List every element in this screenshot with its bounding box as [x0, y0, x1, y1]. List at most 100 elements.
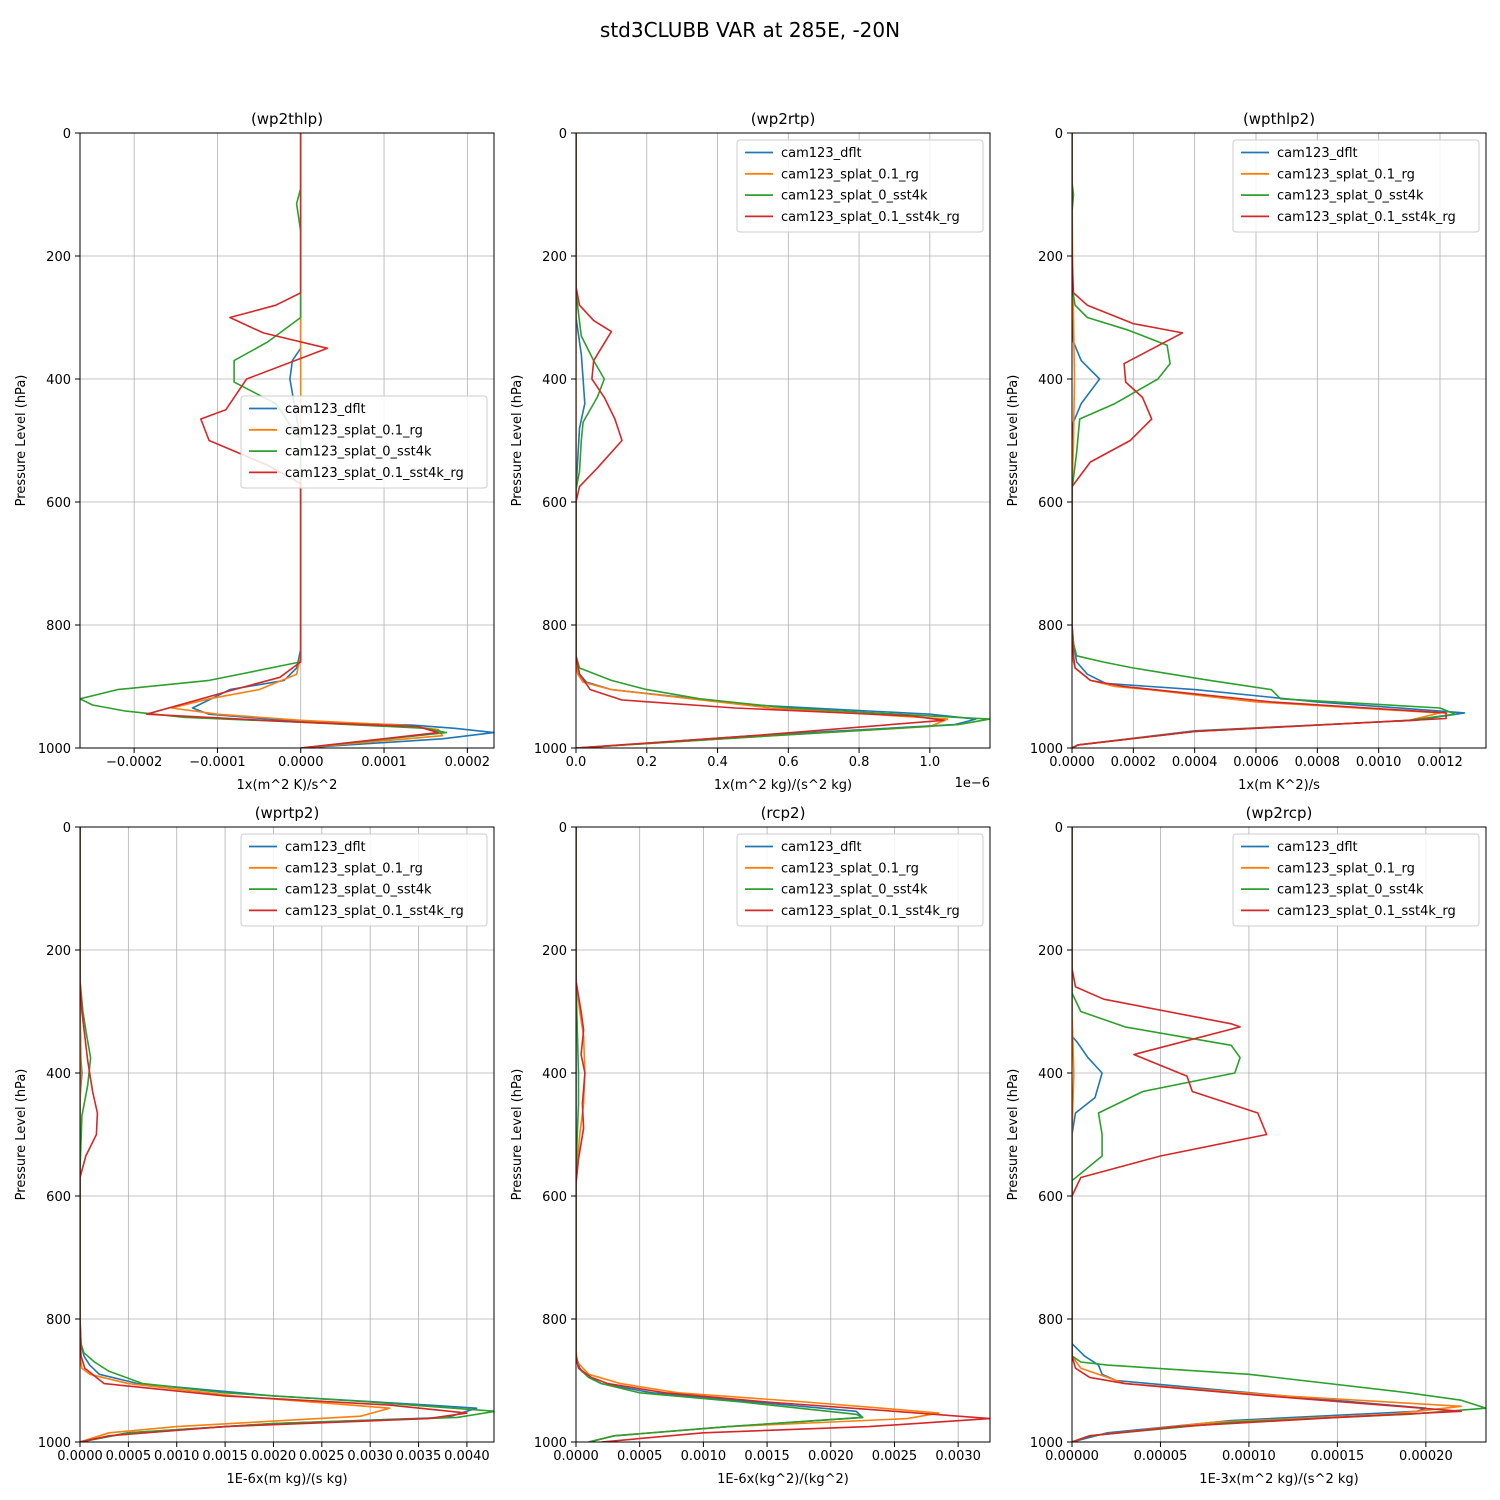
series-line-cam123-splat-0-sst4k [576, 133, 990, 748]
x-axis-label: 1x(m^2 K)/s^2 [237, 778, 338, 793]
x-tick-label: 0.0000 [57, 1449, 103, 1464]
legend-entry: cam123_splat_0.1_sst4k_rg [781, 904, 960, 919]
series-line-cam123-splat-0-sst4k [1072, 827, 1486, 1442]
y-axis: 0 200 400 600 800 1000 [534, 821, 576, 1451]
y-tick-label: 400 [1038, 1067, 1063, 1082]
legend-frame [736, 833, 984, 927]
legend-entry: cam123_dflt [781, 146, 862, 161]
series-line-cam123-splat-0-1-sst4k-rg [1072, 827, 1462, 1442]
legend-entry: cam123_dflt [285, 402, 366, 417]
series-group [80, 133, 494, 748]
figure-title: std3CLUBB VAR at 285E, -20N [600, 18, 900, 42]
y-tick-label: 200 [1038, 944, 1063, 959]
chart-title: (wp2rcp) [1246, 804, 1313, 822]
y-tick-label: 600 [46, 496, 71, 511]
y-tick-label: 0 [559, 821, 567, 836]
y-tick-label: 200 [542, 250, 567, 265]
y-axis-label: Pressure Level (hPa) [510, 375, 525, 507]
x-axis-label: 1x(m^2 kg)/(s^2 kg) [714, 778, 852, 793]
x-axis: 0.0000 0.0002 0.0004 0.0006 0.0008 0.0010 0.00… [1049, 748, 1463, 770]
x-tick-label: 0.0010 [1356, 755, 1402, 770]
legend-entry: cam123_splat_0.1_rg [1277, 167, 1415, 182]
y-tick-label: 0 [559, 127, 567, 142]
legend-entry: cam123_splat_0.1_sst4k_rg [285, 904, 464, 919]
x-tick-label: 0.0005 [617, 1449, 663, 1464]
x-tick-label: 0.0020 [808, 1449, 854, 1464]
x-tick-label: 0.0001 [361, 755, 407, 770]
x-tick-label: 0.0006 [1233, 755, 1279, 770]
series-group [1072, 827, 1486, 1442]
series-group [1072, 133, 1466, 748]
chart-panel: 0.0000 0.0002 0.0004 0.0006 0.0008 0.0010 0.00… [1006, 110, 1487, 793]
y-tick-label: 1000 [534, 742, 567, 757]
y-tick-label: 0 [63, 821, 71, 836]
y-axis-label: Pressure Level (hPa) [14, 375, 29, 507]
panels: −0.0002 −0.0001 0.0000 0.0001 0.000202004006… [14, 110, 1487, 1487]
y-tick-label: 600 [1038, 496, 1063, 511]
legend-frame [240, 833, 488, 927]
chart-panel: 0.0000 0.0005 0.0010 0.0015 0.0020 0.0025 0.00… [510, 804, 991, 1487]
y-tick-label: 800 [1038, 619, 1063, 634]
x-tick-label: 0.0004 [1172, 755, 1218, 770]
y-tick-label: 600 [542, 1190, 567, 1205]
x-tick-label: 0.0002 [1111, 755, 1157, 770]
legend-frame [736, 139, 984, 233]
series-group [576, 827, 990, 1442]
axes-frame [79, 132, 495, 749]
y-tick-label: 1000 [1030, 1436, 1063, 1451]
legend-entry: cam123_splat_0_sst4k [781, 189, 928, 204]
y-tick-label: 200 [46, 250, 71, 265]
chart-title: (rcp2) [761, 804, 806, 822]
legend: cam123_dflt cam123_splat_0.1_rg cam123_spl… [240, 395, 488, 489]
legend-entry: cam123_splat_0.1_sst4k_rg [1277, 904, 1456, 919]
axes-frame [1071, 826, 1487, 1443]
x-tick-label: 0.00020 [1399, 1449, 1453, 1464]
x-tick-label: 0.00005 [1134, 1449, 1188, 1464]
series-line-cam123-splat-0-sst4k [80, 827, 494, 1442]
x-axis: 0.0 0.2 0.4 0.6 0.8 1.0 [566, 748, 941, 770]
series-line-cam123-splat-0-1-sst4k-rg [1072, 133, 1447, 748]
legend: cam123_dflt cam123_splat_0.1_rg cam123_spl… [1232, 833, 1480, 927]
legend: cam123_dflt cam123_splat_0.1_rg cam123_spl… [736, 139, 984, 233]
x-offset-label: 1e−6 [955, 776, 990, 791]
x-tick-label: 0.0002 [445, 755, 491, 770]
legend-frame [1232, 833, 1480, 927]
x-axis: −0.0002 −0.0001 0.0000 0.0001 0.0002 [106, 748, 490, 770]
x-tick-label: 0.0012 [1417, 755, 1463, 770]
y-tick-label: 1000 [534, 1436, 567, 1451]
y-tick-label: 1000 [38, 742, 71, 757]
y-axis: 0 200 400 600 800 1000 [1030, 127, 1072, 757]
x-tick-label: 0.0 [566, 755, 587, 770]
chart-title: (wpthlp2) [1243, 110, 1315, 128]
x-tick-label: −0.0001 [189, 755, 245, 770]
x-tick-label: 0.0015 [744, 1449, 790, 1464]
x-tick-label: 0.0010 [681, 1449, 727, 1464]
x-tick-label: 0.0005 [106, 1449, 152, 1464]
legend-entry: cam123_splat_0_sst4k [781, 883, 928, 898]
x-tick-label: 0.0025 [872, 1449, 918, 1464]
x-tick-label: 1.0 [920, 755, 941, 770]
y-axis-label: Pressure Level (hPa) [14, 1069, 29, 1201]
series-line-cam123-splat-0-1-sst4k-rg [145, 133, 440, 748]
axes-frame [575, 826, 991, 1443]
y-axis-label: Pressure Level (hPa) [1006, 375, 1021, 507]
x-axis: 0.00000 0.00005 0.00010 0.00015 0.00020 [1045, 1442, 1453, 1464]
chart-panel: −0.0002 −0.0001 0.0000 0.0001 0.0002 0 200 400 6… [14, 110, 495, 793]
x-tick-label: 0.4 [707, 755, 728, 770]
y-axis: 0 200 400 600 800 1000 [1030, 821, 1072, 1451]
x-tick-label: 0.0015 [202, 1449, 248, 1464]
y-tick-label: 200 [542, 944, 567, 959]
legend-entry: cam123_splat_0_sst4k [1277, 883, 1424, 898]
y-tick-label: 800 [46, 619, 71, 634]
legend-entry: cam123_splat_0.1_sst4k_rg [1277, 210, 1456, 225]
legend-entry: cam123_splat_0_sst4k [1277, 189, 1424, 204]
y-tick-label: 400 [1038, 373, 1063, 388]
legend-entry: cam123_dflt [781, 840, 862, 855]
axes-frame [575, 132, 991, 749]
chart-title: (wp2thlp) [251, 110, 323, 128]
x-tick-label: 0.0025 [299, 1449, 345, 1464]
x-tick-label: 0.0040 [444, 1449, 490, 1464]
x-axis-label: 1E-3x(m^2 kg)/(s^2 kg) [1199, 1472, 1358, 1487]
legend-entry: cam123_splat_0.1_rg [285, 423, 423, 438]
chart-panel: 0.00000 0.00005 0.00010 0.00015 0.00020 0 200 4… [1006, 804, 1487, 1487]
